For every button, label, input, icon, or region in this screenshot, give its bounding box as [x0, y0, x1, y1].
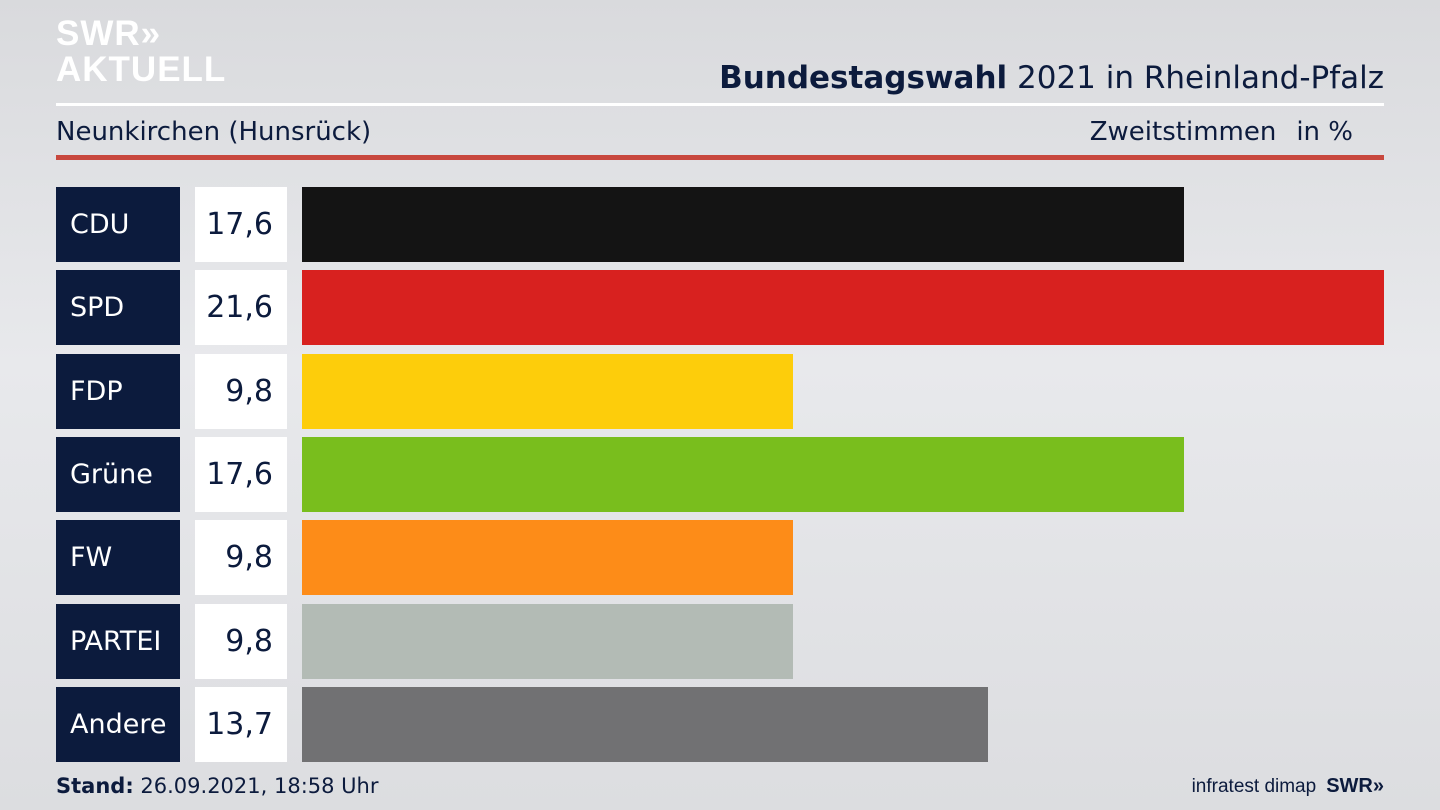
measure-text: Zweitstimmen [1089, 117, 1277, 147]
unit-text: in % [1296, 117, 1353, 147]
party-label: SPD [56, 270, 180, 345]
value-label: 13,7 [195, 687, 287, 762]
party-label: Andere [56, 687, 180, 762]
chart-title-rest: 2021 in Rheinland-Pfalz [1007, 60, 1384, 96]
value-label: 9,8 [195, 354, 287, 429]
logo-aktuell-text: AKTUELL [56, 50, 227, 89]
stand-value: 26.09.2021, 18:58 Uhr [133, 774, 379, 798]
measure-label: Zweitstimmen in % [1090, 115, 1353, 149]
chart-title-bold: Bundestagswahl [719, 60, 1008, 96]
swr-chevron-icon: » [1372, 775, 1384, 797]
logo-swr-text: SWR [56, 14, 141, 53]
swr-aktuell-logo: SWR» AKTUELL [56, 16, 226, 88]
party-label: PARTEI [56, 604, 180, 679]
party-label: FW [56, 520, 180, 595]
value-label: 17,6 [195, 187, 287, 262]
stand-label: Stand: [56, 774, 134, 798]
bar [302, 437, 1184, 512]
value-label: 21,6 [195, 270, 287, 345]
timestamp: Stand: 26.09.2021, 18:58 Uhr [56, 772, 379, 800]
bar [302, 687, 988, 762]
value-label: 9,8 [195, 604, 287, 679]
party-label: FDP [56, 354, 180, 429]
source-credit: infratest dimap SWR» [1192, 772, 1384, 801]
logo-chevron-icon: » [140, 14, 161, 53]
source-text: infratest dimap [1191, 776, 1317, 797]
party-label: CDU [56, 187, 180, 262]
swr-footer-logo: SWR» [1326, 775, 1384, 797]
bar [302, 520, 793, 595]
swr-footer-text: SWR [1326, 775, 1373, 797]
bar [302, 270, 1384, 345]
region-label: Neunkirchen (Hunsrück) [56, 117, 372, 147]
bar [302, 187, 1184, 262]
party-label: Grüne [56, 437, 180, 512]
bar [302, 604, 793, 679]
chart-title: Bundestagswahl 2021 in Rheinland-Pfalz [719, 58, 1384, 98]
header-divider [56, 103, 1384, 106]
bar [302, 354, 793, 429]
value-label: 17,6 [195, 437, 287, 512]
value-label: 9,8 [195, 520, 287, 595]
accent-divider [56, 155, 1384, 160]
